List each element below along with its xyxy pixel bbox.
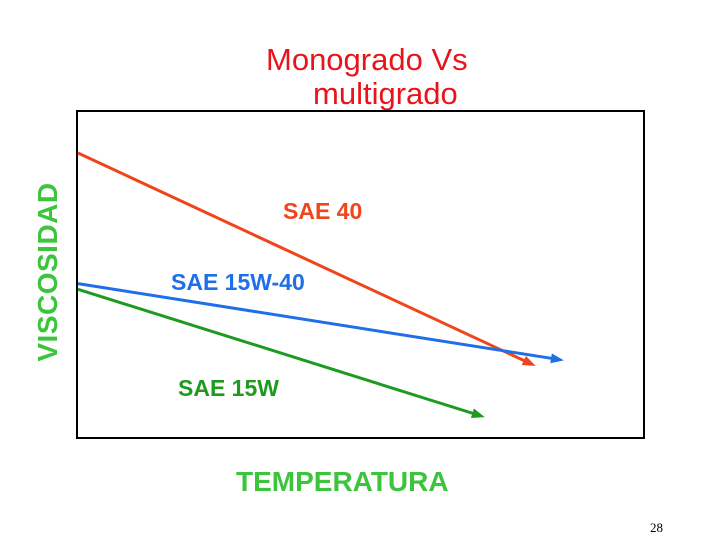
series-arrowhead-sae-15w-40 bbox=[550, 353, 564, 364]
chart-title-line2: multigrado bbox=[313, 76, 458, 111]
series-line-sae-40 bbox=[77, 151, 527, 363]
y-axis-label: VISCOSIDAD bbox=[32, 182, 63, 362]
series-label-sae-15w-40: SAE 15W-40 bbox=[171, 269, 305, 295]
series-line-sae-15w bbox=[77, 287, 476, 416]
series-arrowhead-sae-15w bbox=[470, 408, 485, 418]
series-line-sae-15w-40 bbox=[77, 282, 554, 361]
plot-frame bbox=[76, 110, 645, 439]
chart-title-line1: Monogrado Vs bbox=[266, 42, 468, 77]
series-arrowhead-sae-40 bbox=[521, 355, 536, 366]
chart-title: Monogrado Vs multigrado bbox=[250, 40, 510, 114]
x-axis-label: TEMPERATURA bbox=[236, 466, 449, 497]
series-label-sae-40: SAE 40 bbox=[283, 198, 362, 224]
series-label-sae-15w: SAE 15W bbox=[178, 375, 279, 401]
page-number: 28 bbox=[650, 520, 663, 535]
series-layer bbox=[77, 151, 564, 418]
